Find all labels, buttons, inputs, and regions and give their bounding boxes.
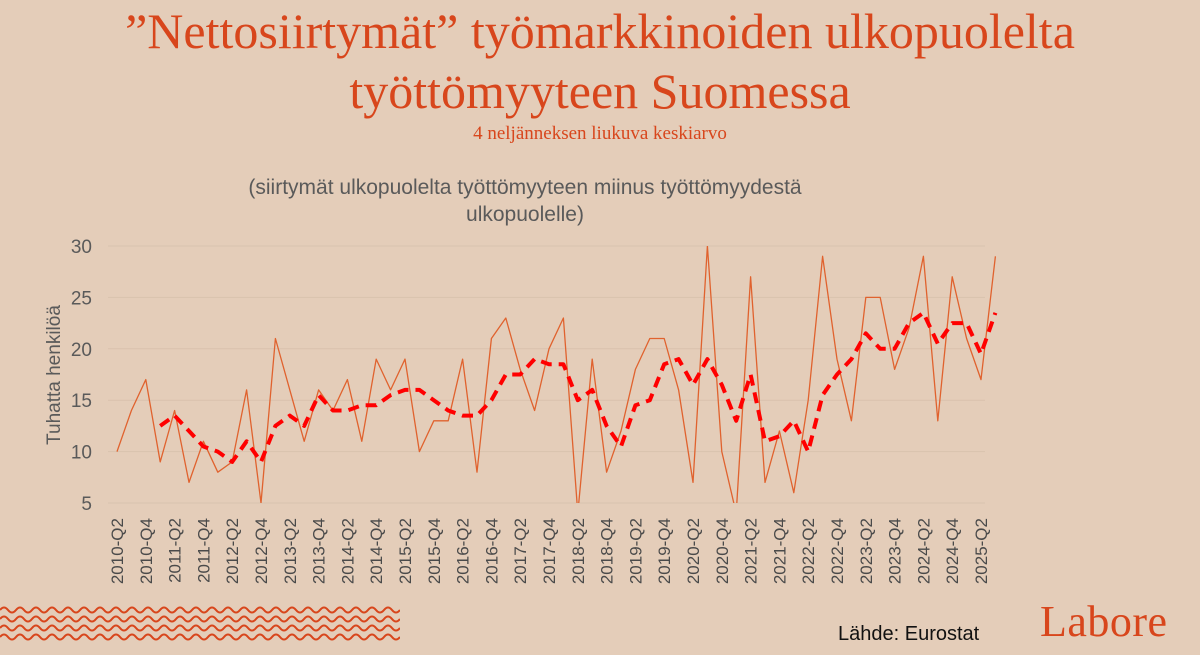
- x-tick-label: 2018-Q4: [598, 518, 617, 584]
- chart-title-line-1: ”Nettosiirtymät” työmarkkinoiden ulkopuo…: [125, 3, 1075, 59]
- x-tick-label: 2021-Q2: [742, 518, 761, 584]
- source-note: Lähde: Eurostat: [838, 623, 980, 645]
- x-tick-label: 2022-Q2: [799, 518, 818, 584]
- x-tick-label: 2015-Q4: [425, 518, 444, 584]
- y-tick-label: 25: [71, 288, 92, 309]
- x-tick-label: 2010-Q2: [108, 518, 127, 584]
- y-axis: 5 10 15 20 25 30: [71, 237, 92, 515]
- x-tick-label: 2019-Q2: [626, 518, 645, 584]
- x-tick-label: 2017-Q2: [511, 518, 530, 584]
- series-quarterly-line: [116, 246, 997, 503]
- y-axis-label: Tuhatta henkilöä: [44, 305, 65, 445]
- x-tick-label: 2020-Q4: [713, 518, 732, 584]
- x-tick-label: 2011-Q4: [194, 518, 213, 583]
- x-tick-label: 2021-Q4: [770, 518, 789, 584]
- x-tick-label: 2013-Q4: [310, 518, 329, 584]
- y-tick-label: 5: [81, 494, 92, 515]
- x-tick-label: 2024-Q2: [914, 518, 933, 584]
- x-tick-label: 2014-Q4: [367, 518, 386, 584]
- series-moving-average-line: [159, 310, 998, 464]
- wave-line: [0, 606, 400, 614]
- y-tick-label: 30: [71, 237, 92, 258]
- y-tick-label: 10: [71, 443, 92, 464]
- x-axis: 2010-Q2 2010-Q4 2011-Q2 2011-Q4 2012-Q2 2012-…: [108, 518, 991, 584]
- x-tick-label: 2025-Q2: [972, 518, 991, 584]
- x-tick-label: 2019-Q4: [655, 518, 674, 584]
- x-tick-label: 2012-Q2: [223, 518, 242, 584]
- wave-line: [0, 633, 400, 641]
- x-tick-label: 2020-Q2: [684, 518, 703, 584]
- x-tick-label: 2016-Q2: [454, 518, 473, 584]
- grid-lines: [108, 245, 985, 504]
- x-tick-label: 2023-Q2: [857, 518, 876, 584]
- x-tick-label: 2012-Q4: [252, 518, 271, 584]
- chart-title-line-2: työttömyyteen Suomessa: [349, 63, 851, 119]
- chart-note-line-1: (siirtymät ulkopuolelta työttömyyteen mi…: [248, 176, 802, 199]
- y-tick-label: 20: [71, 340, 92, 361]
- x-tick-label: 2016-Q4: [482, 518, 501, 584]
- x-tick-label: 2017-Q4: [540, 518, 559, 584]
- x-tick-label: 2013-Q2: [281, 518, 300, 584]
- x-tick-label: 2024-Q4: [943, 518, 962, 584]
- wave-decoration: [0, 606, 400, 641]
- chart-note-line-2: ulkopuolelle): [466, 203, 584, 226]
- x-tick-label: 2015-Q2: [396, 518, 415, 584]
- chart-subtitle: 4 neljänneksen liukuva keskiarvo: [473, 123, 727, 144]
- x-tick-label: 2023-Q4: [886, 518, 905, 584]
- x-tick-label: 2010-Q4: [137, 518, 156, 584]
- x-tick-label: 2011-Q2: [166, 518, 185, 583]
- wave-line: [0, 624, 400, 632]
- wave-line: [0, 615, 400, 623]
- brand-logo: Labore: [1040, 597, 1168, 646]
- series-lines: [116, 246, 998, 503]
- x-tick-label: 2022-Q4: [828, 518, 847, 584]
- x-tick-label: 2018-Q2: [569, 518, 588, 584]
- x-tick-label: 2014-Q2: [338, 518, 357, 584]
- y-tick-label: 15: [71, 391, 92, 412]
